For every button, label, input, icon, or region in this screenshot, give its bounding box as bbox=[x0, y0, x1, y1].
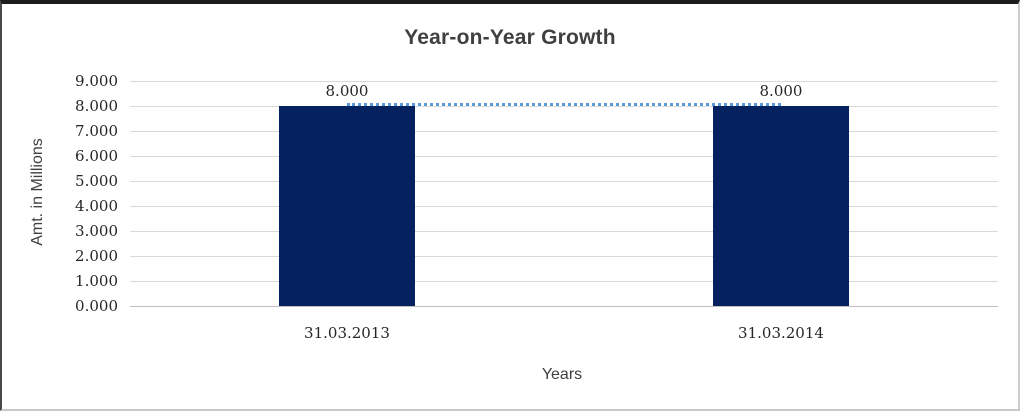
gridline bbox=[130, 230, 998, 232]
gridline bbox=[130, 155, 998, 157]
y-tick-label: 0.000 bbox=[75, 297, 118, 315]
y-tick-label: 9.000 bbox=[75, 72, 118, 90]
x-axis-line bbox=[130, 305, 998, 307]
y-tick-label: 2.000 bbox=[75, 247, 118, 265]
gridline bbox=[130, 180, 998, 182]
bar-data-label: 8.000 bbox=[325, 82, 369, 100]
gridline bbox=[130, 205, 998, 207]
gridline bbox=[130, 105, 998, 107]
gridline bbox=[130, 255, 998, 257]
x-tick-label: 31.03.2013 bbox=[304, 324, 390, 342]
gridline bbox=[130, 80, 998, 82]
bar-data-label: 8.000 bbox=[759, 82, 803, 100]
trendline bbox=[347, 103, 781, 106]
y-tick-label: 4.000 bbox=[75, 197, 118, 215]
bar-31.03.2014[interactable] bbox=[713, 106, 849, 306]
y-tick-label: 1.000 bbox=[75, 272, 118, 290]
bar-31.03.2013[interactable] bbox=[279, 106, 415, 306]
chart-title: Year-on-Year Growth bbox=[404, 26, 616, 49]
y-tick-label: 8.000 bbox=[75, 97, 118, 115]
x-axis-title: Years bbox=[541, 366, 583, 383]
y-tick-label: 7.000 bbox=[75, 122, 118, 140]
y-tick-label: 6.000 bbox=[75, 147, 118, 165]
x-tick-label: 31.03.2014 bbox=[738, 324, 824, 342]
y-tick-label: 3.000 bbox=[75, 222, 118, 240]
gridline bbox=[130, 280, 998, 282]
y-tick-label: 5.000 bbox=[75, 172, 118, 190]
gridline bbox=[130, 130, 998, 132]
